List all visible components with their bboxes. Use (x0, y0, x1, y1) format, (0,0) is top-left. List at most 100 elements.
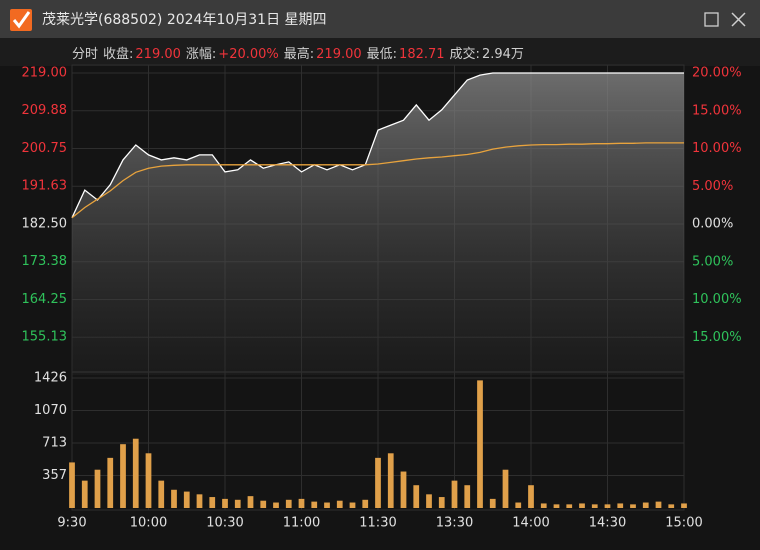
info-line: 分时 收盘: 219.00 涨幅: +20.00% 最高: 219.00 最低: 182.71 成… (72, 46, 524, 62)
x-tick-label: 14:00 (512, 516, 549, 531)
y2-tick-label: 0.00% (692, 217, 733, 232)
volume-bar (489, 498, 496, 508)
volume-bar (655, 501, 662, 508)
volume-bar (336, 500, 343, 508)
maximize-button[interactable] (704, 12, 719, 27)
volume-bar (438, 497, 445, 508)
volume-bar (387, 453, 394, 508)
volume-bar (451, 480, 458, 508)
volume-bar (273, 502, 279, 508)
y2-tick-label: 15.00% (692, 330, 742, 345)
info-bar (0, 38, 760, 66)
y2-tick-label: 5.00% (692, 179, 733, 194)
volume-bar (502, 469, 509, 508)
info-label: 涨幅: (186, 47, 216, 62)
volume-bar (171, 489, 177, 508)
volume-bar (400, 471, 407, 508)
volume-bar (349, 502, 356, 508)
close-button[interactable] (731, 12, 746, 27)
volume-bar (196, 494, 203, 508)
y-tick-label: 191.63 (22, 179, 68, 194)
title-bar (0, 0, 760, 38)
volume-bar (311, 501, 318, 508)
volume-bar (324, 502, 330, 508)
volume-bar (668, 504, 675, 508)
volume-bar (630, 504, 636, 508)
volume-bar (413, 485, 420, 508)
volume-bar (362, 499, 369, 508)
y-tick-label: 173.38 (22, 254, 68, 269)
info-label: 成交: (450, 46, 480, 62)
app-icon-check (12, 11, 31, 29)
info-value: 219.00 (135, 47, 181, 62)
x-tick-label: 9:30 (57, 516, 86, 531)
y-tick-label: 713 (42, 436, 67, 451)
y-tick-label: 1426 (34, 371, 67, 386)
volume-bar (69, 462, 75, 508)
volume-bar (94, 469, 101, 508)
volume-bar (145, 453, 152, 508)
y-tick-label: 200.75 (22, 141, 68, 156)
volume-bar (477, 380, 483, 508)
y-tick-label: 164.25 (22, 292, 68, 307)
volume-bar (234, 499, 241, 508)
volume-bar (120, 444, 126, 508)
y-tick-label: 1070 (34, 403, 67, 418)
average-line (71, 142, 684, 219)
info-value: +20.00% (218, 47, 278, 62)
x-tick-label: 10:30 (206, 516, 243, 531)
volume-bar (528, 485, 534, 508)
y-tick-label: 182.50 (22, 217, 68, 232)
x-tick-label: 15:00 (665, 516, 702, 531)
volume-bar (247, 496, 254, 508)
volume-bar (158, 480, 165, 508)
volume-bar (566, 504, 573, 508)
volume-bar (681, 503, 687, 508)
y2-tick-label: 5.00% (692, 254, 733, 269)
info-value: 2.94万 (482, 47, 524, 62)
info-label: 收盘: (103, 46, 133, 62)
y-tick-label: 209.88 (22, 103, 68, 118)
volume-bar (375, 457, 381, 508)
volume-bar (81, 480, 88, 508)
volume-bar (515, 502, 522, 508)
info-value: 182.71 (399, 47, 445, 62)
y-tick-label: 219.00 (22, 66, 68, 81)
x-tick-label: 14:30 (589, 516, 626, 531)
x-tick-label: 11:30 (359, 516, 396, 531)
x-tick-label: 13:30 (436, 516, 473, 531)
info-label: 最低: (367, 47, 397, 62)
volume-bar (591, 504, 598, 508)
x-tick-label: 11:00 (283, 516, 320, 531)
y2-tick-label: 10.00% (692, 141, 742, 156)
volume-bar (604, 504, 611, 508)
y2-tick-label: 20.00% (692, 66, 742, 81)
volume-bar (298, 498, 305, 508)
volume-bar (132, 438, 139, 508)
info-value: 219.00 (316, 47, 362, 62)
window-title: 茂莱光学(688502) 2024年10月31日 星期四 (42, 11, 327, 28)
y-tick-label: 155.13 (22, 330, 68, 345)
volume-bar (464, 485, 471, 508)
y2-tick-label: 15.00% (692, 103, 742, 118)
info-mode: 分时 (72, 47, 98, 62)
volume-bar (617, 503, 624, 508)
volume-bar (540, 503, 547, 508)
volume-bar (285, 499, 292, 508)
info-label: 最高: (284, 46, 314, 62)
y-tick-label: 357 (42, 468, 67, 483)
x-tick-label: 10:00 (130, 516, 167, 531)
volume-bar (553, 504, 560, 508)
volume-bar (426, 494, 432, 508)
price-area (72, 73, 684, 375)
volume-bar (642, 502, 649, 508)
volume-bar (260, 500, 267, 508)
price-line (71, 72, 684, 219)
volume-bar (107, 457, 114, 508)
volume-bar (579, 503, 585, 508)
volume-bar (183, 491, 190, 508)
y2-tick-label: 10.00% (692, 292, 742, 307)
volume-bar (222, 498, 228, 508)
